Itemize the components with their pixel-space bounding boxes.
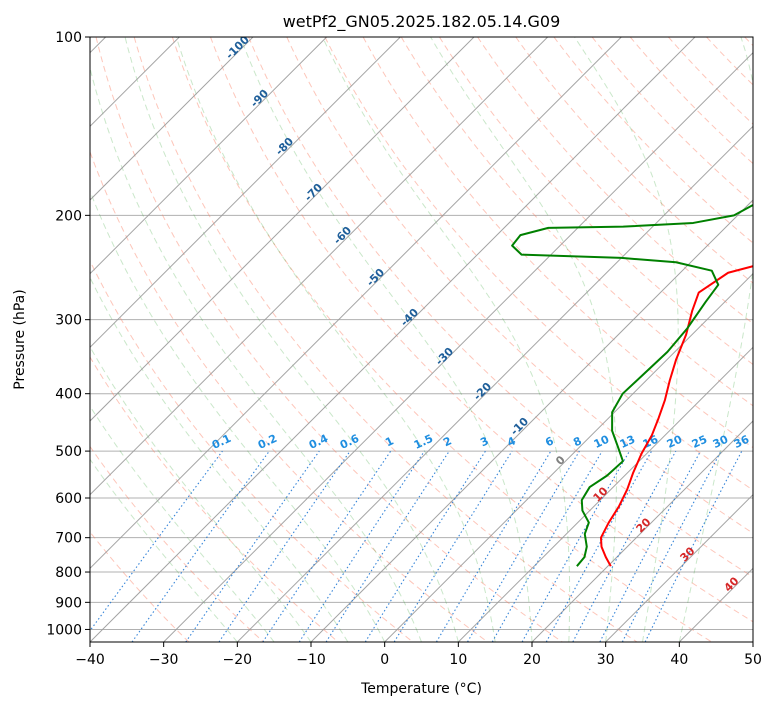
x-tick-label: −10 <box>296 652 326 668</box>
dry-adiabat <box>210 37 753 623</box>
x-tick-label: 40 <box>670 652 688 668</box>
isotherm <box>531 420 753 642</box>
y-tick-label: 500 <box>55 444 82 460</box>
x-tick-label: 10 <box>449 652 467 668</box>
x-tick-label: 20 <box>523 652 541 668</box>
mixing-ratio-label: 25 <box>690 433 709 451</box>
mixing-ratio-line <box>262 450 392 642</box>
x-tick-label: 30 <box>597 652 615 668</box>
mixing-ratio-line <box>393 450 513 642</box>
mixing-ratio-label: 13 <box>618 433 637 451</box>
isotherm <box>90 37 254 201</box>
isotherm <box>90 37 328 275</box>
moist-adiabat <box>124 37 459 642</box>
mixing-ratio-line <box>644 450 743 642</box>
dewpoint-profile <box>511 187 753 567</box>
moist-adiabat <box>90 405 275 642</box>
moist-adiabat <box>574 37 679 642</box>
mixing-ratio-line <box>572 450 677 642</box>
dry-adiabat <box>171 37 712 642</box>
x-tick-label: 0 <box>380 652 389 668</box>
y-tick-label: 800 <box>55 565 82 581</box>
dry-adiabat <box>248 37 753 578</box>
y-tick-label: 400 <box>55 387 82 403</box>
x-tick-label: −30 <box>149 652 179 668</box>
mixing-ratio-line <box>131 450 270 642</box>
plot-area: -100-90-80-70-60-50-40-30-20-10010203040… <box>90 37 753 642</box>
sounding-series <box>511 187 753 567</box>
moist-adiabat <box>175 37 496 642</box>
isotherm <box>90 37 401 349</box>
x-tick-label: −40 <box>75 652 105 668</box>
dry-adiabat <box>553 37 753 244</box>
moist-adiabats <box>90 37 753 642</box>
mixing-ratio-label: 20 <box>665 433 685 451</box>
moist-adiabat <box>90 66 422 642</box>
isotherms <box>90 37 753 642</box>
y-tick-label: 1000 <box>46 622 82 638</box>
isotherm <box>310 199 753 642</box>
isotherm <box>90 37 549 496</box>
y-tick-label: 600 <box>55 491 82 507</box>
mixing-ratio-lines <box>90 450 743 642</box>
mixing-ratio-line <box>218 450 351 642</box>
isotherm <box>605 493 753 642</box>
y-tick-label: 100 <box>55 30 82 46</box>
isotherm <box>457 346 753 642</box>
y-axis-ticks: 100 200 300 400 500 600 700 800 900 1000 <box>46 30 90 638</box>
dry-adiabat <box>400 37 753 407</box>
chart-title: wetPf2_GN05.2025.182.05.14.G09 <box>283 12 561 32</box>
dry-adiabat <box>439 37 753 366</box>
mixing-ratio-label: 30 <box>711 433 731 451</box>
y-tick-label: 700 <box>55 531 82 547</box>
dry-adiabat <box>90 356 339 642</box>
moist-adiabat <box>430 37 618 642</box>
isotherm <box>236 125 753 642</box>
x-tick-label: 50 <box>744 652 762 668</box>
y-tick-label: 200 <box>55 208 82 224</box>
dry-adiabat <box>133 37 638 642</box>
x-tick-label: −20 <box>223 652 253 668</box>
temperature-profile <box>599 265 753 567</box>
dry-adiabat <box>90 531 190 642</box>
moist-adiabat <box>678 37 753 642</box>
moist-adiabat <box>90 189 386 642</box>
x-axis-label: Temperature (°C) <box>360 681 482 697</box>
dry-adiabat <box>591 37 753 204</box>
moist-adiabat <box>239 37 533 642</box>
dry-adiabats <box>90 37 753 642</box>
pressure-gridlines <box>90 37 753 630</box>
mixing-ratio-label: 10 <box>592 433 612 451</box>
moist-adiabat <box>322 37 571 642</box>
isotherm <box>90 37 475 422</box>
y-tick-label: 900 <box>55 595 82 611</box>
mixing-ratio-line <box>521 450 630 642</box>
mixing-ratio-line <box>298 450 425 642</box>
mixing-ratio-line <box>545 450 653 642</box>
dry-adiabat <box>286 37 753 534</box>
moist-adiabat <box>90 458 238 642</box>
mixing-ratio-line <box>185 450 320 642</box>
mixing-ratio-line <box>325 450 450 642</box>
mixing-ratio-label: 36 <box>732 433 752 451</box>
isotherm <box>90 37 622 570</box>
isotherm <box>163 51 753 642</box>
isotherm <box>90 37 696 642</box>
plot-frame <box>89 36 754 643</box>
x-axis-ticks: −40 −30 −20 −10 0 10 20 30 40 50 <box>75 642 762 668</box>
dry-adiabat <box>90 445 264 642</box>
isotherm <box>384 272 753 642</box>
dry-adiabat <box>90 150 488 642</box>
y-tick-label: 300 <box>55 313 82 329</box>
moist-adiabat <box>90 276 349 642</box>
mixing-ratio-line <box>90 450 223 632</box>
y-axis-label: Pressure (hPa) <box>12 289 28 389</box>
